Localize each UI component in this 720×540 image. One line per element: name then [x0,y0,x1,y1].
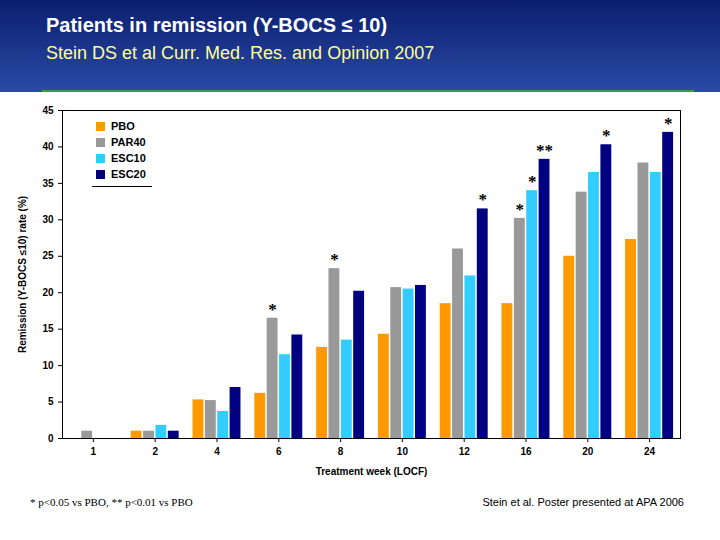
svg-text:*: * [602,126,611,145]
svg-text:10: 10 [42,360,54,371]
svg-text:6: 6 [276,446,282,457]
svg-text:*: * [528,172,537,191]
svg-text:1: 1 [91,446,97,457]
html-text:Stein et al. Poster presented: Stein et al. Poster presented at APA 200… [482,496,684,508]
html-text:* p<0.05 vs PBO, ** p<0.01 vs: * p<0.05 vs PBO, ** p<0.01 vs PBO [30,496,193,508]
svg-text:24: 24 [644,446,656,457]
svg-text:16: 16 [520,446,532,457]
svg-text:30: 30 [42,214,54,225]
svg-text:20: 20 [42,287,54,298]
svg-text:2: 2 [152,446,158,457]
svg-text:8: 8 [338,446,344,457]
html-text:Stein DS et al Curr. Med. Res.: Stein DS et al Curr. Med. Res. and Opini… [46,43,435,63]
svg-text:Remission (Y-BOCS ≤10) rate (%: Remission (Y-BOCS ≤10) rate (%) [17,196,28,353]
svg-text:*: * [664,114,673,133]
svg-text:40: 40 [42,141,54,152]
svg-text:*: * [516,200,525,219]
html-text:ESC20: ESC20 [111,168,146,180]
html-text:PAR40: PAR40 [111,136,146,148]
svg-text:*: * [268,300,277,319]
svg-text:4: 4 [214,446,220,457]
html-text:Patients in remission (Y-BOCS: Patients in remission (Y-BOCS ≤ 10) [46,14,388,36]
svg-text:5: 5 [48,396,54,407]
svg-text:20: 20 [582,446,594,457]
svg-text:*: * [478,190,487,209]
html-text:PBO: PBO [111,120,135,132]
svg-text:35: 35 [42,178,54,189]
svg-text:25: 25 [42,250,54,261]
svg-text:*: * [330,250,339,269]
svg-text:Treatment week (LOCF): Treatment week (LOCF) [316,466,428,477]
html-text:ESC10: ESC10 [111,152,146,164]
svg-text:**: ** [536,141,553,160]
svg-text:0: 0 [48,433,54,444]
svg-text:12: 12 [459,446,471,457]
svg-text:10: 10 [397,446,409,457]
svg-text:45: 45 [42,105,54,116]
svg-text:15: 15 [42,323,54,334]
